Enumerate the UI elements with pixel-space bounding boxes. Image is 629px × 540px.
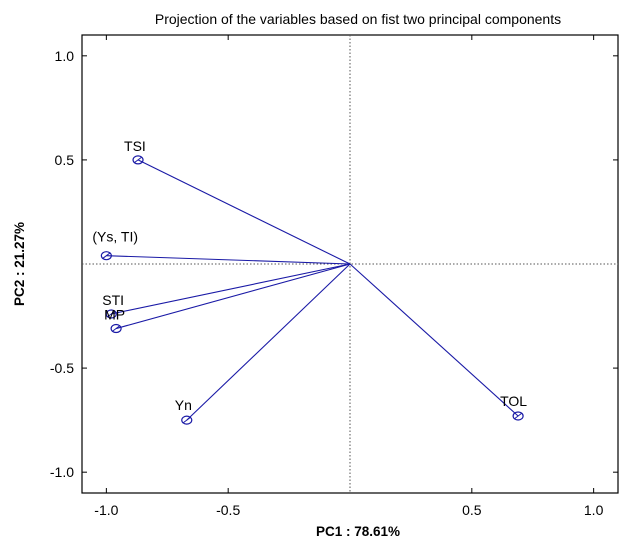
marker-slash: [106, 310, 116, 318]
point-label: TSI: [124, 138, 146, 154]
point-label: Yn: [175, 397, 192, 413]
point-marker: [132, 155, 144, 165]
markers: [100, 155, 524, 425]
y-axis-label: PC2 : 21.27%: [12, 222, 27, 306]
marker-circle: [181, 415, 193, 425]
y-axis-ticks: 1.0 0.5 -0.5 -1.0: [50, 48, 618, 480]
point-marker: [105, 309, 117, 319]
marker-slash: [182, 416, 192, 424]
point-label: (Ys, TI): [92, 229, 138, 245]
vector-ysti: [106, 255, 351, 265]
y-tick-label: -1.0: [50, 464, 74, 480]
vector-tol: [349, 263, 519, 417]
marker-slash: [111, 325, 121, 332]
marker-slash: [513, 412, 523, 420]
point-marker: [100, 251, 112, 261]
point-label: MP: [104, 307, 125, 323]
vector-sti: [111, 263, 351, 315]
x-tick-label: 0.5: [462, 502, 482, 518]
y-tick-label: -0.5: [50, 360, 74, 376]
point-label: TOL: [500, 393, 527, 409]
vector-tsi: [137, 159, 351, 265]
point-marker: [512, 411, 524, 421]
chart-title: Projection of the variables based on fis…: [155, 11, 561, 27]
marker-slash: [133, 156, 143, 164]
x-axis-label: PC1 : 78.61%: [316, 524, 400, 539]
x-axis-ticks: -1.0 -0.5 0.5 1.0: [94, 35, 604, 518]
marker-circle: [100, 251, 112, 261]
vector-mp: [115, 263, 351, 330]
point-label: STI: [102, 292, 124, 308]
y-tick-label: 1.0: [55, 48, 75, 64]
x-tick-label: 1.0: [584, 502, 604, 518]
marker-slash: [102, 252, 111, 260]
x-tick-label: -0.5: [216, 502, 240, 518]
marker-circle: [512, 411, 524, 421]
marker-circle: [132, 155, 144, 165]
marker-circle: [105, 309, 117, 319]
y-tick-label: 0.5: [55, 152, 75, 168]
marker-circle: [110, 323, 122, 334]
x-tick-label: -1.0: [94, 502, 118, 518]
point-marker: [110, 323, 122, 334]
vectors: [106, 159, 519, 421]
vector-yn: [186, 263, 351, 421]
point-marker: [181, 415, 193, 425]
